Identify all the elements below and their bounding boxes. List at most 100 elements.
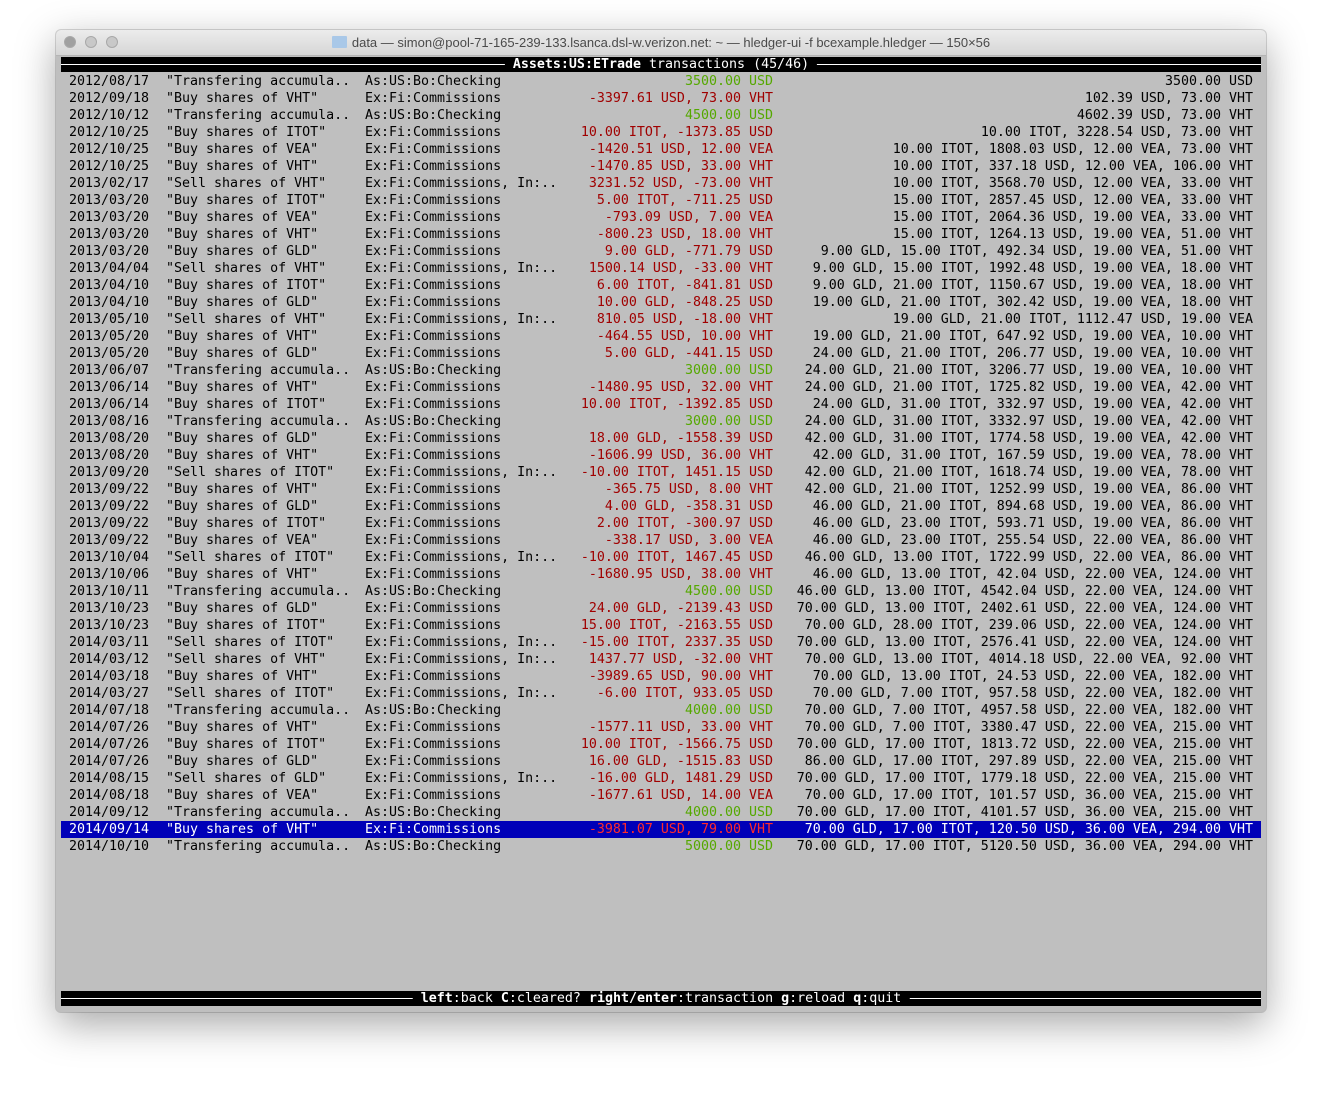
row-account: Ex:Fi:Commissions xyxy=(365,516,502,531)
row-description: "Buy shares of GLD" xyxy=(166,601,319,616)
row-amount: 15.00 ITOT, -2163.55 USD xyxy=(580,618,773,633)
table-row[interactable]: 2013/09/22 "Buy shares of VEA" Ex:Fi:Commi… xyxy=(61,532,1261,549)
row-amount: 10.00 GLD, -848.25 USD xyxy=(596,295,773,310)
table-row[interactable]: 2014/03/11 "Sell shares of ITOT" Ex:Fi:Com… xyxy=(61,634,1261,651)
row-balance: 42.00 GLD, 31.00 ITOT, 1774.58 USD, 19.0… xyxy=(804,431,1253,446)
row-description: "Buy shares of VHT" xyxy=(166,380,319,395)
table-row[interactable]: 2013/06/14 "Buy shares of VHT" Ex:Fi:Commi… xyxy=(61,379,1261,396)
table-row[interactable]: 2013/10/04 "Sell shares of ITOT" Ex:Fi:Com… xyxy=(61,549,1261,566)
table-row[interactable]: 2013/08/16 "Transfering accumula.. As:US:B… xyxy=(61,413,1261,430)
row-description: "Transfering accumula.. xyxy=(166,74,351,89)
row-amount: 10.00 ITOT, -1566.75 USD xyxy=(580,737,773,752)
row-account: Ex:Fi:Commissions xyxy=(365,244,502,259)
row-balance: 70.00 GLD, 17.00 ITOT, 5120.50 USD, 36.0… xyxy=(796,839,1253,854)
table-row[interactable]: 2014/07/26 "Buy shares of ITOT" Ex:Fi:Comm… xyxy=(61,736,1261,753)
close-button[interactable] xyxy=(64,36,76,48)
row-amount: -800.23 USD, 18.00 VHT xyxy=(596,227,773,242)
row-amount: 5.00 ITOT, -711.25 USD xyxy=(596,193,773,208)
row-balance: 24.00 GLD, 21.00 ITOT, 1725.82 USD, 19.0… xyxy=(804,380,1253,395)
row-balance: 42.00 GLD, 21.00 ITOT, 1618.74 USD, 19.0… xyxy=(804,465,1253,480)
table-row[interactable]: 2013/06/07 "Transfering accumula.. As:US:B… xyxy=(61,362,1261,379)
row-amount: 10.00 ITOT, -1373.85 USD xyxy=(580,125,773,140)
row-description: "Sell shares of ITOT" xyxy=(166,686,335,701)
table-row[interactable]: 2013/05/20 "Buy shares of GLD" Ex:Fi:Commi… xyxy=(61,345,1261,362)
table-row[interactable]: 2013/10/11 "Transfering accumula.. As:US:B… xyxy=(61,583,1261,600)
row-description: "Buy shares of ITOT" xyxy=(166,397,327,412)
row-account: As:US:Bo:Checking xyxy=(365,703,502,718)
table-row[interactable]: 2013/02/17 "Sell shares of VHT" Ex:Fi:Comm… xyxy=(61,175,1261,192)
table-row[interactable]: 2014/08/18 "Buy shares of VEA" Ex:Fi:Commi… xyxy=(61,787,1261,804)
window-controls xyxy=(64,36,118,48)
title-bar[interactable]: data — simon@pool-71-165-239-133.lsanca.… xyxy=(56,30,1266,56)
table-row[interactable]: 2014/03/27 "Sell shares of ITOT" Ex:Fi:Com… xyxy=(61,685,1261,702)
row-date: 2013/02/17 xyxy=(69,176,150,191)
row-date: 2014/07/26 xyxy=(69,754,150,769)
table-row[interactable]: 2013/03/20 "Buy shares of GLD" Ex:Fi:Commi… xyxy=(61,243,1261,260)
table-row-selected[interactable]: 2014/09/14 "Buy shares of VHT" Ex:Fi:Commi… xyxy=(61,821,1261,838)
row-description: "Buy shares of ITOT" xyxy=(166,125,327,140)
row-balance: 15.00 ITOT, 2064.36 USD, 19.00 VEA, 33.0… xyxy=(892,210,1253,225)
row-date: 2013/09/22 xyxy=(69,482,150,497)
transaction-list[interactable]: 2012/08/17 "Transfering accumula.. As:US:B… xyxy=(61,73,1261,855)
table-row[interactable]: 2013/10/23 "Buy shares of GLD" Ex:Fi:Commi… xyxy=(61,600,1261,617)
table-row[interactable]: 2014/07/26 "Buy shares of GLD" Ex:Fi:Commi… xyxy=(61,753,1261,770)
row-balance: 46.00 GLD, 23.00 ITOT, 255.54 USD, 22.00… xyxy=(812,533,1253,548)
row-account: As:US:Bo:Checking xyxy=(365,805,502,820)
row-account: As:US:Bo:Checking xyxy=(365,414,502,429)
table-row[interactable]: 2013/09/22 "Buy shares of GLD" Ex:Fi:Commi… xyxy=(61,498,1261,515)
row-description: "Transfering accumula.. xyxy=(166,839,351,854)
zoom-button[interactable] xyxy=(106,36,118,48)
table-row[interactable]: 2014/08/15 "Sell shares of GLD" Ex:Fi:Comm… xyxy=(61,770,1261,787)
row-date: 2012/10/25 xyxy=(69,125,150,140)
table-row[interactable]: 2013/10/23 "Buy shares of ITOT" Ex:Fi:Comm… xyxy=(61,617,1261,634)
row-description: "Buy shares of GLD" xyxy=(166,346,319,361)
table-row[interactable]: 2014/03/18 "Buy shares of VHT" Ex:Fi:Commi… xyxy=(61,668,1261,685)
table-row[interactable]: 2014/03/12 "Sell shares of VHT" Ex:Fi:Comm… xyxy=(61,651,1261,668)
table-row[interactable]: 2013/08/20 "Buy shares of GLD" Ex:Fi:Commi… xyxy=(61,430,1261,447)
table-row[interactable]: 2013/05/20 "Buy shares of VHT" Ex:Fi:Commi… xyxy=(61,328,1261,345)
table-row[interactable]: 2013/04/04 "Sell shares of VHT" Ex:Fi:Comm… xyxy=(61,260,1261,277)
row-balance: 70.00 GLD, 17.00 ITOT, 101.57 USD, 36.00… xyxy=(804,788,1253,803)
table-row[interactable]: 2014/09/12 "Transfering accumula.. As:US:B… xyxy=(61,804,1261,821)
table-row[interactable]: 2013/05/10 "Sell shares of VHT" Ex:Fi:Comm… xyxy=(61,311,1261,328)
table-row[interactable]: 2012/10/25 "Buy shares of VHT" Ex:Fi:Commi… xyxy=(61,158,1261,175)
terminal-content[interactable]: Assets:US:ETrade transactions (45/46) 20… xyxy=(61,56,1261,1011)
row-description: "Buy shares of VHT" xyxy=(166,720,319,735)
table-row[interactable]: 2013/06/14 "Buy shares of ITOT" Ex:Fi:Comm… xyxy=(61,396,1261,413)
table-row[interactable]: 2013/04/10 "Buy shares of GLD" Ex:Fi:Commi… xyxy=(61,294,1261,311)
table-row[interactable]: 2013/08/20 "Buy shares of VHT" Ex:Fi:Commi… xyxy=(61,447,1261,464)
row-balance: 4602.39 USD, 73.00 VHT xyxy=(1076,108,1253,123)
table-row[interactable]: 2013/03/20 "Buy shares of VHT" Ex:Fi:Commi… xyxy=(61,226,1261,243)
row-date: 2014/07/18 xyxy=(69,703,150,718)
row-description: "Buy shares of VEA" xyxy=(166,210,319,225)
table-row[interactable]: 2012/10/25 "Buy shares of VEA" Ex:Fi:Commi… xyxy=(61,141,1261,158)
row-amount: 18.00 GLD, -1558.39 USD xyxy=(588,431,773,446)
table-row[interactable]: 2013/03/20 "Buy shares of ITOT" Ex:Fi:Comm… xyxy=(61,192,1261,209)
table-row[interactable]: 2013/04/10 "Buy shares of ITOT" Ex:Fi:Comm… xyxy=(61,277,1261,294)
table-row[interactable]: 2014/07/18 "Transfering accumula.. As:US:B… xyxy=(61,702,1261,719)
table-row[interactable]: 2014/07/26 "Buy shares of VHT" Ex:Fi:Commi… xyxy=(61,719,1261,736)
row-balance: 3500.00 USD xyxy=(1164,74,1253,89)
window-title: data — simon@pool-71-165-239-133.lsanca.… xyxy=(56,35,1266,50)
row-date: 2014/08/15 xyxy=(69,771,150,786)
table-row[interactable]: 2013/09/22 "Buy shares of ITOT" Ex:Fi:Comm… xyxy=(61,515,1261,532)
row-amount: 3500.00 USD xyxy=(684,74,773,89)
table-row[interactable]: 2013/10/06 "Buy shares of VHT" Ex:Fi:Commi… xyxy=(61,566,1261,583)
table-row[interactable]: 2012/09/18 "Buy shares of VHT" Ex:Fi:Commi… xyxy=(61,90,1261,107)
row-account: Ex:Fi:Commissions xyxy=(365,533,502,548)
key-action: back xyxy=(460,991,493,1006)
table-row[interactable]: 2012/10/12 "Transfering accumula.. As:US:B… xyxy=(61,107,1261,124)
table-row[interactable]: 2013/09/20 "Sell shares of ITOT" Ex:Fi:Com… xyxy=(61,464,1261,481)
row-account: Ex:Fi:Commissions xyxy=(365,754,502,769)
table-row[interactable]: 2012/08/17 "Transfering accumula.. As:US:B… xyxy=(61,73,1261,90)
row-amount: 4000.00 USD xyxy=(684,703,773,718)
table-row[interactable]: 2013/03/20 "Buy shares of VEA" Ex:Fi:Commi… xyxy=(61,209,1261,226)
minimize-button[interactable] xyxy=(85,36,97,48)
row-amount: -10.00 ITOT, 1451.15 USD xyxy=(580,465,773,480)
row-amount: 9.00 GLD, -771.79 USD xyxy=(604,244,773,259)
table-row[interactable]: 2014/10/10 "Transfering accumula.. As:US:B… xyxy=(61,838,1261,855)
row-balance: 24.00 GLD, 31.00 ITOT, 332.97 USD, 19.00… xyxy=(812,397,1253,412)
table-row[interactable]: 2013/09/22 "Buy shares of VHT" Ex:Fi:Commi… xyxy=(61,481,1261,498)
row-balance: 19.00 GLD, 21.00 ITOT, 1112.47 USD, 19.0… xyxy=(892,312,1253,327)
table-row[interactable]: 2012/10/25 "Buy shares of ITOT" Ex:Fi:Comm… xyxy=(61,124,1261,141)
